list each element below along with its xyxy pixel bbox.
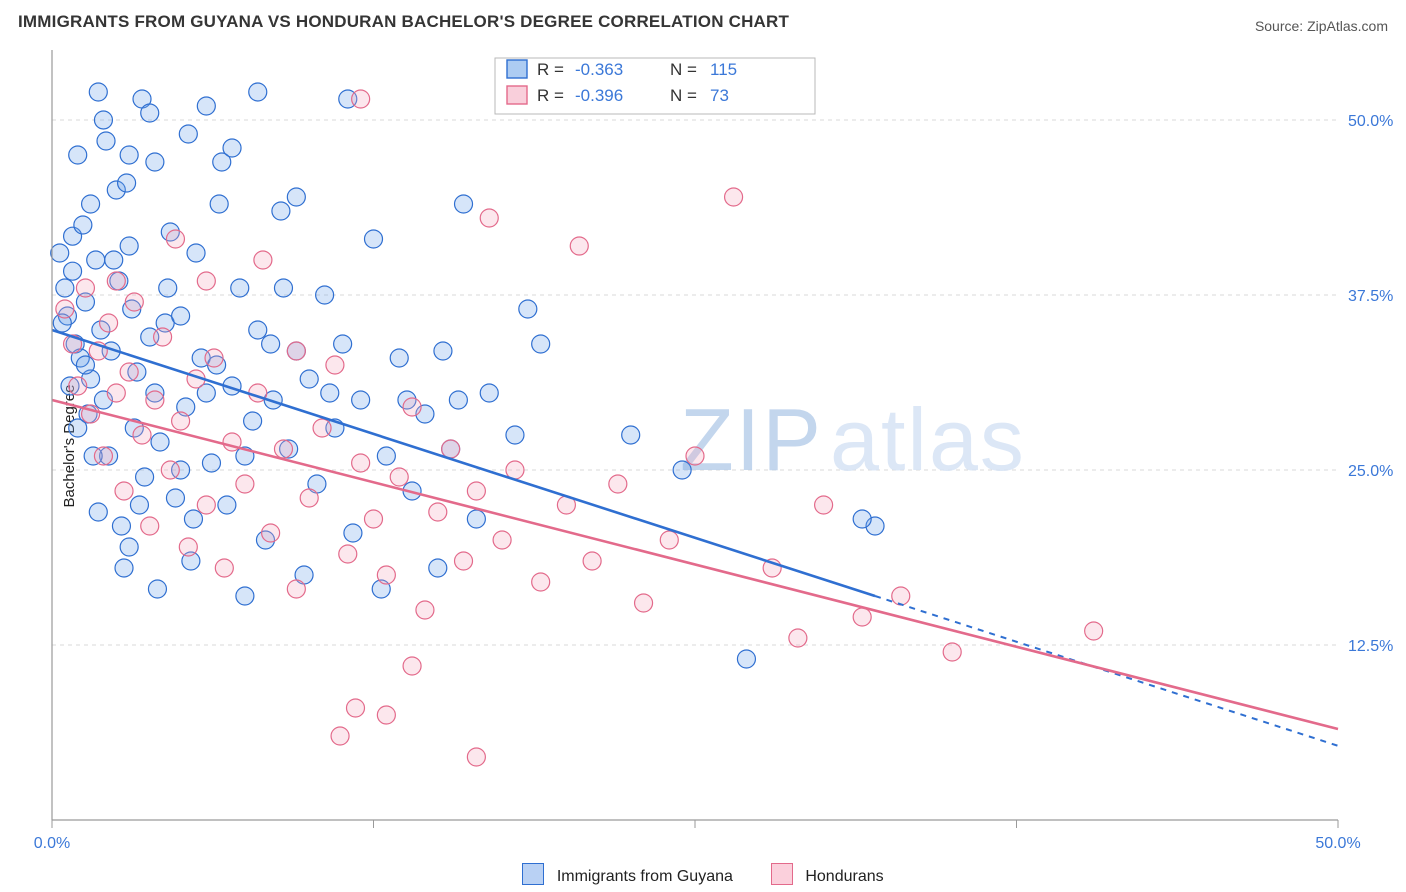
svg-text:73: 73: [710, 86, 729, 105]
legend-item-hondurans: Hondurans: [771, 863, 884, 886]
svg-text:37.5%: 37.5%: [1348, 288, 1393, 305]
legend-swatch-hondurans: [771, 863, 793, 885]
svg-text:-0.363: -0.363: [575, 60, 623, 79]
svg-text:50.0%: 50.0%: [1348, 113, 1393, 130]
svg-text:R =: R =: [537, 60, 564, 79]
svg-text:115: 115: [710, 60, 737, 79]
svg-text:N =: N =: [670, 86, 697, 105]
svg-text:atlas: atlas: [830, 390, 1026, 489]
chart-canvas: 12.5% 25.0% 37.5% 50.0% ZIPatlas 0.0% 50.0% R =…: [0, 0, 1406, 892]
legend-item-guyana: Immigrants from Guyana: [522, 863, 733, 886]
svg-text:25.0%: 25.0%: [1348, 463, 1393, 480]
legend-label-guyana: Immigrants from Guyana: [557, 868, 733, 885]
svg-text:50.0%: 50.0%: [1315, 835, 1360, 852]
svg-text:ZIP: ZIP: [680, 390, 823, 489]
legend-swatch-guyana: [522, 863, 544, 885]
svg-text:12.5%: 12.5%: [1348, 638, 1393, 655]
svg-text:-0.396: -0.396: [575, 86, 623, 105]
svg-text:N =: N =: [670, 60, 697, 79]
svg-text:0.0%: 0.0%: [34, 835, 70, 852]
bottom-legend: Immigrants from Guyana Hondurans: [0, 863, 1406, 886]
svg-text:R =: R =: [537, 86, 564, 105]
legend-label-hondurans: Hondurans: [805, 868, 883, 885]
